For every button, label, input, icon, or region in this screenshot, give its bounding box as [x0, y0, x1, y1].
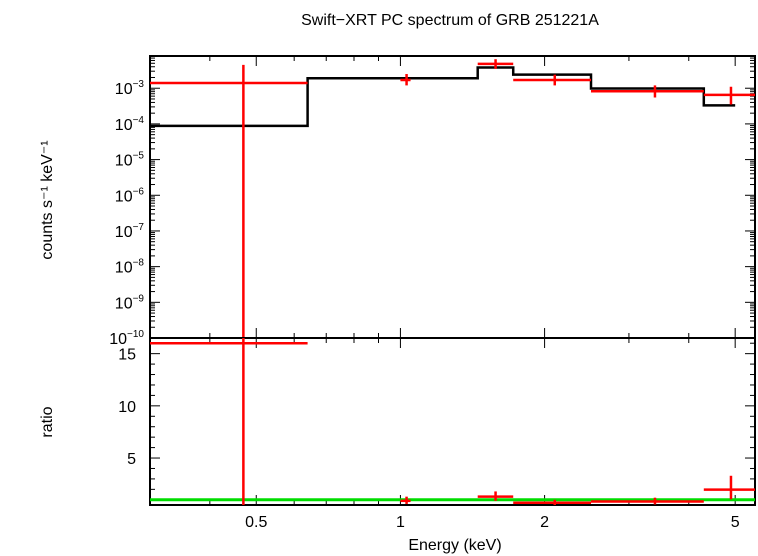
data-point	[400, 74, 411, 86]
data-point	[591, 85, 704, 98]
bottom-panel: 0.5 1 2 5 5 10 15	[118, 337, 756, 531]
data-point	[703, 475, 755, 500]
y-tick-label: 10−7	[115, 222, 145, 241]
data-point	[150, 64, 308, 338]
y-tick-label: 10−5	[115, 151, 145, 170]
y-tick-label: 15	[118, 347, 136, 364]
x-tick-label: 0.5	[245, 514, 267, 531]
chart-title: Swift−XRT PC spectrum of GRB 251221A	[301, 12, 599, 29]
data-point	[591, 497, 704, 505]
data-point	[150, 338, 308, 505]
x-axis-label: Energy (keV)	[408, 537, 501, 554]
y-tick-label: 10−10	[109, 329, 144, 348]
y-tick-label: 10−9	[115, 293, 145, 312]
data-point	[477, 59, 514, 69]
y-tick-label: 10−3	[115, 79, 145, 98]
y-tick-label: 10	[118, 399, 136, 416]
x-tick-label: 1	[396, 514, 405, 531]
bottom-plot-frame	[149, 337, 756, 506]
top-panel: 10−10 10−9 10−8 10−7 10−6 10−5 10−4 10−3	[109, 55, 756, 348]
y-tick-label: 5	[127, 451, 136, 468]
y-tick-label: 10−4	[115, 115, 145, 134]
data-point	[703, 86, 755, 105]
y-tick-label: 10−8	[115, 258, 145, 277]
top-y-axis-label: counts s⁻¹ keV⁻¹	[39, 140, 56, 259]
x-tick-label: 5	[731, 514, 740, 531]
x-tick-label: 2	[540, 514, 549, 531]
data-point	[400, 496, 411, 504]
data-point	[513, 499, 592, 505]
data-point	[513, 74, 592, 86]
y-tick-label: 10−6	[115, 186, 145, 205]
bottom-y-axis-label: ratio	[39, 406, 56, 437]
data-point	[477, 491, 514, 501]
model-step-line	[150, 66, 736, 128]
top-plot-frame	[149, 55, 756, 339]
